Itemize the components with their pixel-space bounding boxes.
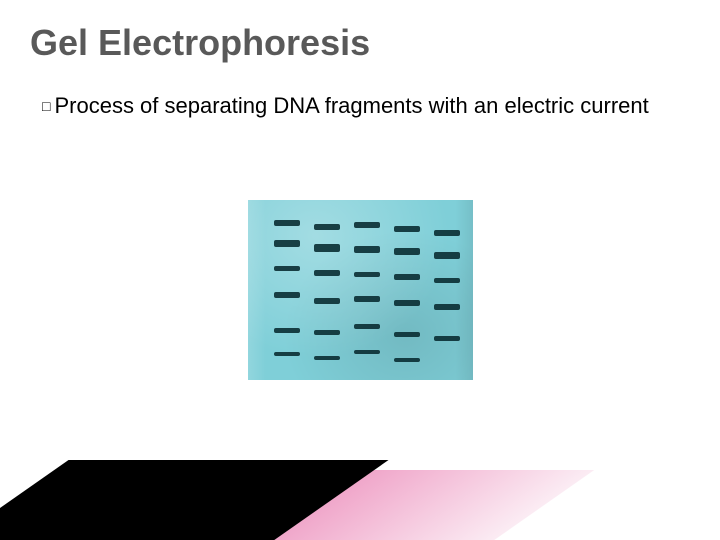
bullet-line: □Process of separating DNA fragments wit…	[42, 92, 680, 120]
gel-electrophoresis-image	[248, 200, 473, 380]
gel-band	[314, 244, 340, 252]
gel-band	[354, 296, 380, 302]
gel-band	[434, 230, 460, 236]
gel-band	[394, 226, 420, 232]
gel-band	[434, 252, 460, 259]
gel-band	[394, 300, 420, 306]
gel-lane	[350, 200, 384, 380]
gel-lane	[270, 200, 304, 380]
gel-band	[314, 224, 340, 230]
gel-band	[354, 350, 380, 354]
gel-band	[274, 328, 300, 333]
gel-band	[274, 240, 300, 247]
gel-band	[354, 272, 380, 277]
gel-band	[274, 220, 300, 226]
gel-band	[394, 248, 420, 255]
bullet-text: Process of separating DNA fragments with…	[54, 93, 648, 118]
gel-band	[274, 352, 300, 356]
gel-band	[434, 336, 460, 341]
gel-band	[354, 222, 380, 228]
gel-band	[394, 358, 420, 362]
gel-band	[434, 304, 460, 310]
gel-band	[274, 266, 300, 271]
gel-band	[354, 246, 380, 253]
gel-band	[434, 278, 460, 283]
gel-lane	[430, 200, 464, 380]
slide-title: Gel Electrophoresis	[30, 22, 370, 64]
gel-band	[314, 298, 340, 304]
gel-band	[274, 292, 300, 298]
gel-band	[394, 274, 420, 280]
gel-lane	[390, 200, 424, 380]
gel-band	[314, 356, 340, 360]
bullet-marker: □	[42, 98, 50, 116]
gel-band	[354, 324, 380, 329]
gel-band	[314, 270, 340, 276]
gel-lane	[310, 200, 344, 380]
gel-band	[394, 332, 420, 337]
gel-band	[314, 330, 340, 335]
